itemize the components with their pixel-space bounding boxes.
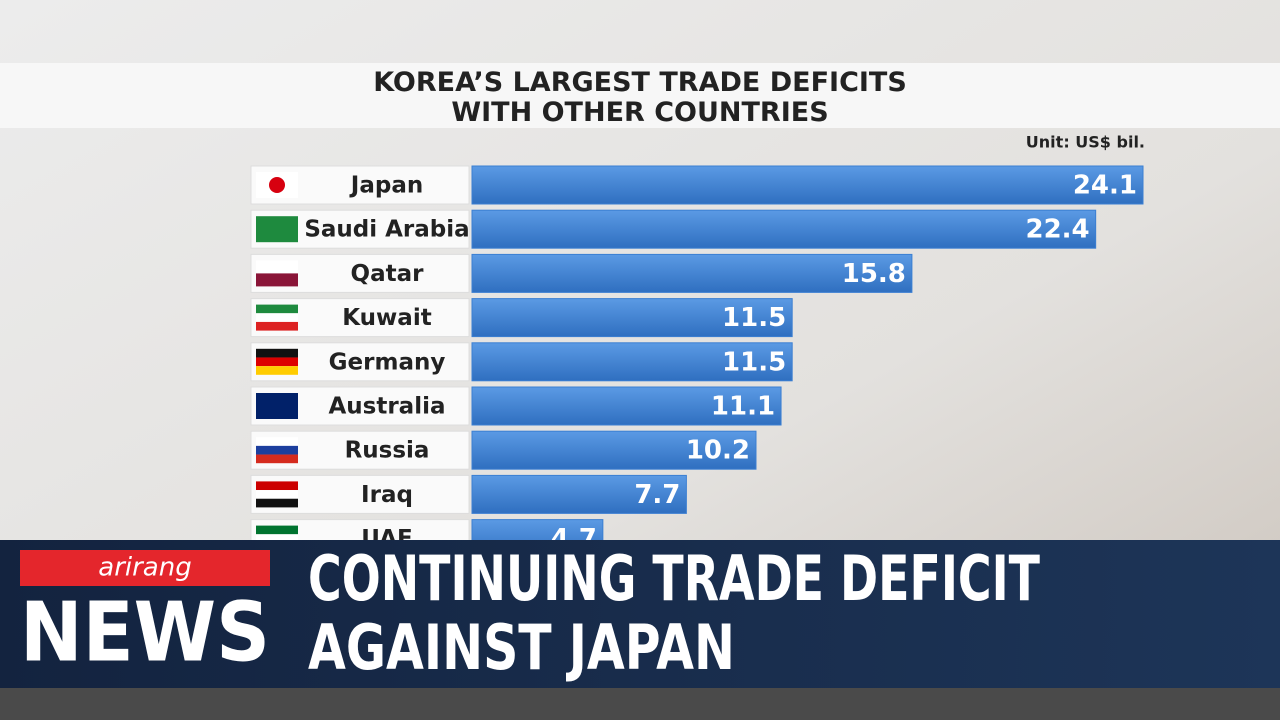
category-label: Kuwait: [342, 305, 431, 331]
category-label: Germany: [329, 349, 446, 375]
flag: [256, 273, 298, 287]
flag: [256, 525, 298, 535]
category-label: Iraq: [361, 482, 413, 508]
flag: [256, 393, 298, 419]
value-label: 24.1: [1073, 171, 1137, 201]
flag: [256, 260, 298, 274]
title-band: [0, 63, 1280, 128]
flag: [256, 445, 298, 455]
flag: [256, 366, 298, 375]
value-label: 11.5: [722, 303, 786, 333]
flag: [256, 357, 298, 367]
bar: [471, 253, 913, 293]
flag: [256, 321, 298, 331]
value-label: 7.7: [634, 480, 680, 510]
brand: arirang: [98, 553, 191, 583]
flag: [256, 437, 298, 446]
flag: [256, 481, 298, 491]
category-label: Qatar: [351, 261, 425, 287]
bar: [471, 342, 793, 382]
bar: [471, 165, 1144, 205]
flag: [256, 490, 298, 499]
value-label: 11.1: [711, 392, 775, 422]
bar: [471, 298, 793, 338]
category-label: Russia: [345, 438, 430, 464]
chart-title: KOREA’S LARGEST TRADE DEFICITS WITH OTHER…: [373, 67, 907, 128]
flag: [269, 177, 285, 193]
headline: CONTINUING TRADE DEFICIT: [308, 542, 1040, 615]
bar: [471, 430, 757, 470]
value-label: 22.4: [1026, 215, 1090, 245]
unit-label: Unit: US$ bil.: [1026, 133, 1145, 152]
value-label: 11.5: [722, 347, 786, 377]
flag: [256, 348, 298, 358]
flag: [256, 498, 298, 508]
flag: [256, 534, 298, 543]
category-label: Saudi Arabia: [304, 217, 469, 243]
category-label: Australia: [328, 394, 445, 420]
value-label: 10.2: [686, 436, 750, 466]
program-name: NEWS: [20, 585, 270, 680]
flag: [256, 304, 298, 314]
flag: [256, 454, 298, 464]
headline: AGAINST JAPAN: [308, 611, 735, 684]
brand-box: [20, 550, 270, 586]
value-label: 15.8: [842, 259, 906, 289]
bar: [471, 209, 1097, 249]
bar: [471, 386, 782, 426]
bar: [471, 474, 687, 514]
flag: [256, 313, 298, 322]
category-label: Japan: [349, 173, 423, 199]
flag: [256, 216, 298, 243]
bottom-strip: [0, 688, 1280, 720]
